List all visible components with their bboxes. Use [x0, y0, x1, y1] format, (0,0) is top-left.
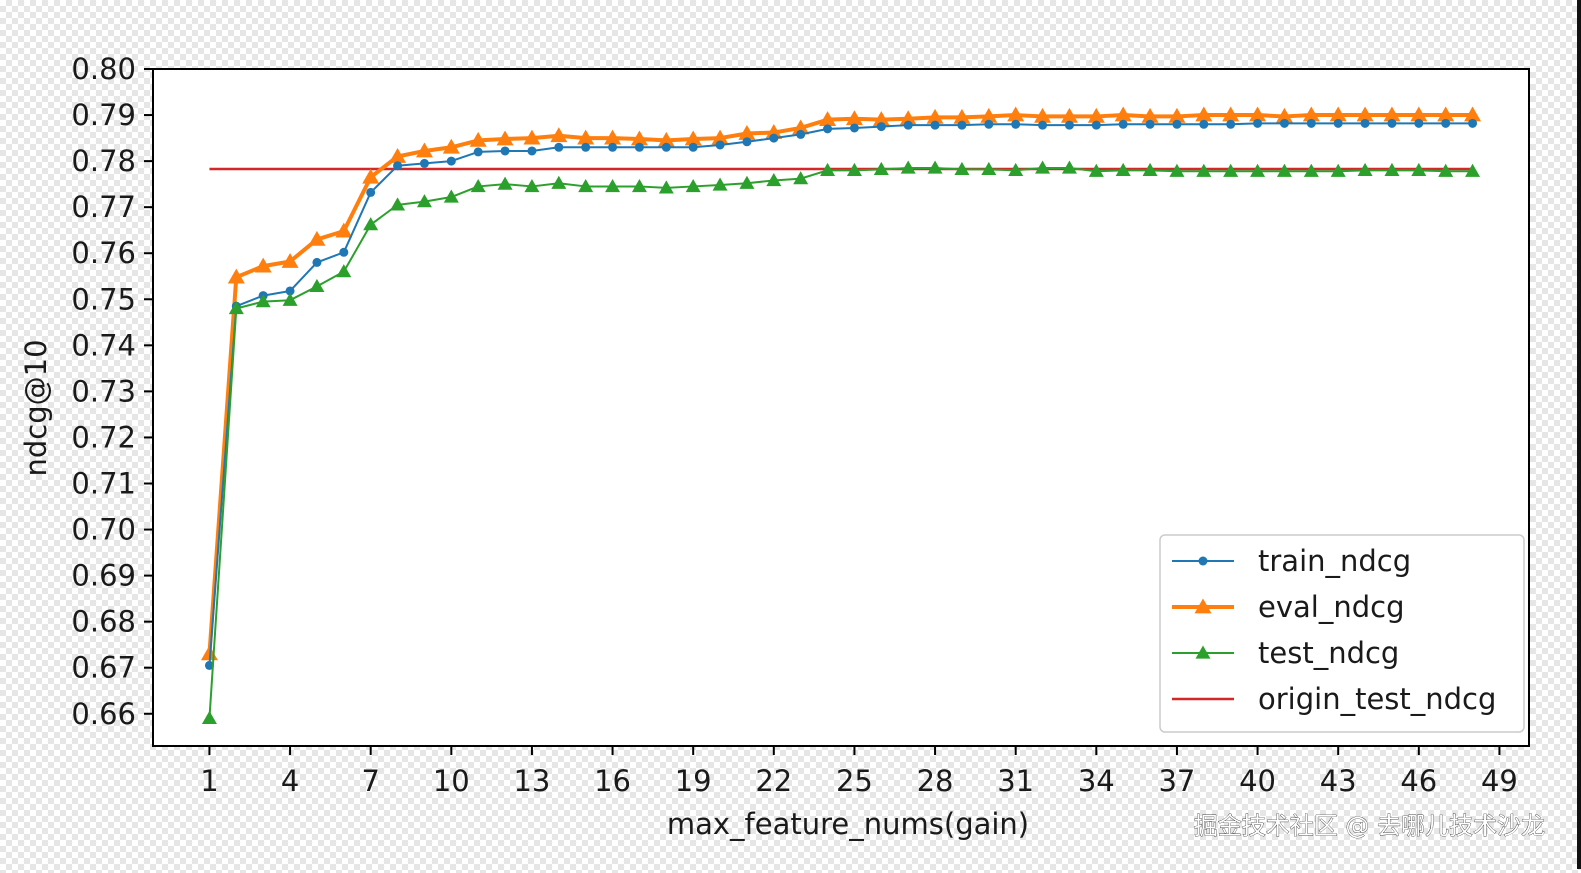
data-point-train-ndcg	[1441, 119, 1450, 128]
data-point-train-ndcg	[1065, 121, 1074, 130]
data-point-train-ndcg	[1092, 121, 1101, 130]
data-point-train-ndcg	[1038, 121, 1047, 130]
data-point-train-ndcg	[474, 147, 483, 156]
x-tick-label: 7	[361, 764, 379, 798]
x-tick-label: 10	[433, 764, 470, 798]
data-point-train-ndcg	[689, 143, 698, 152]
x-tick-label: 1	[200, 764, 218, 798]
data-point-train-ndcg	[957, 121, 966, 130]
data-point-train-ndcg	[581, 143, 590, 152]
x-tick-label: 34	[1078, 764, 1115, 798]
data-point-train-ndcg	[1172, 120, 1181, 129]
legend-label: eval_ndcg	[1258, 590, 1404, 624]
data-point-train-ndcg	[662, 143, 671, 152]
data-point-train-ndcg	[501, 146, 510, 155]
y-tick-label: 0.73	[71, 374, 136, 408]
y-tick-label: 0.72	[71, 420, 136, 454]
data-point-train-ndcg	[1226, 120, 1235, 129]
data-point-train-ndcg	[796, 130, 805, 139]
legend-swatch-marker	[1199, 557, 1208, 566]
x-tick-label: 40	[1239, 764, 1276, 798]
y-tick-label: 0.69	[71, 559, 136, 593]
x-tick-label: 31	[997, 764, 1034, 798]
legend-label: origin_test_ndcg	[1258, 682, 1496, 716]
watermark-text: 掘金技术社区 @ 去哪儿技术沙龙	[1194, 812, 1545, 840]
y-tick-label: 0.70	[71, 513, 136, 547]
x-axis-ticks: 1 4 7 10 13 16 19 22 25 28 31 34 37 40 43 46 49	[200, 746, 1518, 798]
y-tick-label: 0.66	[71, 697, 136, 731]
data-point-train-ndcg	[1307, 119, 1316, 128]
data-point-train-ndcg	[716, 140, 725, 149]
data-point-train-ndcg	[850, 123, 859, 132]
data-point-train-ndcg	[608, 143, 617, 152]
x-tick-label: 46	[1400, 764, 1437, 798]
y-tick-label: 0.71	[71, 466, 136, 500]
y-tick-label: 0.68	[71, 605, 136, 639]
legend-label: test_ndcg	[1258, 636, 1399, 670]
data-point-train-ndcg	[1361, 119, 1370, 128]
x-tick-label: 16	[594, 764, 631, 798]
y-axis-label: ndcg@10	[19, 339, 53, 476]
y-tick-label: 0.74	[71, 328, 136, 362]
x-tick-label: 28	[917, 764, 954, 798]
data-point-train-ndcg	[984, 120, 993, 129]
y-tick-label: 0.76	[71, 236, 136, 270]
data-point-train-ndcg	[635, 143, 644, 152]
data-point-train-ndcg	[1146, 120, 1155, 129]
y-tick-label: 0.67	[71, 651, 136, 685]
data-point-train-ndcg	[877, 122, 886, 131]
data-point-train-ndcg	[1011, 120, 1020, 129]
data-point-train-ndcg	[366, 188, 375, 197]
data-point-train-ndcg	[931, 121, 940, 130]
data-point-train-ndcg	[339, 248, 348, 257]
data-point-train-ndcg	[823, 124, 832, 133]
x-tick-label: 4	[281, 764, 299, 798]
data-point-train-ndcg	[420, 159, 429, 168]
data-point-train-ndcg	[1119, 120, 1128, 129]
y-tick-label: 0.78	[71, 144, 136, 178]
data-point-train-ndcg	[1280, 119, 1289, 128]
x-axis-label: max_feature_nums(gain)	[667, 807, 1029, 841]
legend-label: train_ndcg	[1258, 544, 1411, 578]
data-point-train-ndcg	[527, 146, 536, 155]
data-point-train-ndcg	[742, 137, 751, 146]
x-tick-label: 13	[513, 764, 550, 798]
data-point-train-ndcg	[1387, 119, 1396, 128]
data-point-train-ndcg	[904, 121, 913, 130]
x-tick-label: 25	[836, 764, 873, 798]
data-point-train-ndcg	[1468, 119, 1477, 128]
y-tick-label: 0.80	[71, 52, 136, 86]
data-point-train-ndcg	[1334, 119, 1343, 128]
data-point-train-ndcg	[554, 143, 563, 152]
legend: train_ndcg eval_ndcg test_ndcg origin_test_…	[1160, 535, 1524, 732]
x-tick-label: 49	[1481, 764, 1518, 798]
data-point-train-ndcg	[447, 157, 456, 166]
y-tick-label: 0.77	[71, 190, 136, 224]
data-point-train-ndcg	[1253, 119, 1262, 128]
x-tick-label: 19	[675, 764, 712, 798]
data-point-train-ndcg	[393, 161, 402, 170]
x-tick-label: 37	[1158, 764, 1195, 798]
data-point-train-ndcg	[769, 134, 778, 143]
data-point-train-ndcg	[1414, 119, 1423, 128]
right-edge-border	[1577, 0, 1581, 869]
data-point-train-ndcg	[1199, 120, 1208, 129]
y-tick-label: 0.75	[71, 282, 136, 316]
y-axis-ticks: 0.66 0.67 0.68 0.69 0.70 0.71 0.72 0.73 0.74 0.75…	[71, 52, 153, 731]
y-tick-label: 0.79	[71, 98, 136, 132]
data-point-train-ndcg	[312, 258, 321, 267]
x-tick-label: 22	[755, 764, 792, 798]
x-tick-label: 43	[1320, 764, 1357, 798]
